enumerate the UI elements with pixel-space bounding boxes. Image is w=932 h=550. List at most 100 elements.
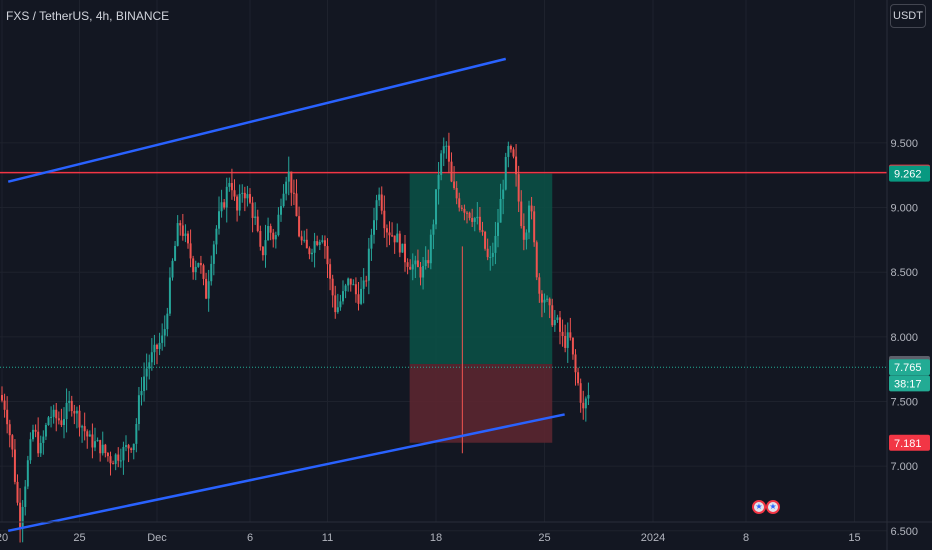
candle [564, 336, 567, 348]
candle [546, 298, 549, 300]
candle [406, 262, 409, 267]
candle [19, 502, 22, 528]
candle [466, 212, 468, 214]
y-tick-label: 6.500 [890, 526, 918, 538]
candle [176, 223, 179, 246]
candle [468, 212, 471, 218]
candle [233, 190, 236, 197]
candle [259, 231, 262, 247]
candle [94, 441, 96, 448]
candle [26, 460, 29, 487]
candle [220, 202, 223, 212]
candle [109, 456, 112, 464]
candle [453, 181, 456, 189]
candle [194, 266, 197, 273]
price-tag-label: 7.765 [894, 362, 922, 374]
candle [571, 337, 574, 355]
candle [533, 211, 536, 243]
candle [460, 207, 463, 209]
candle [81, 426, 84, 428]
stop-loss-zone[interactable] [409, 364, 553, 443]
currency-button[interactable]: USDT [890, 4, 926, 28]
candle [311, 252, 313, 255]
candle [378, 194, 381, 201]
candle [158, 342, 161, 349]
candle [132, 443, 135, 450]
candle [455, 188, 458, 199]
candle [478, 216, 481, 231]
candle [422, 266, 425, 278]
candle [106, 453, 109, 457]
candle [39, 442, 42, 454]
us-flag-event-icon[interactable]: ★ [766, 500, 780, 514]
candle [282, 193, 285, 207]
candle [99, 440, 102, 454]
candle [125, 445, 127, 447]
candle [504, 156, 507, 190]
candle [385, 228, 388, 233]
candle [264, 240, 267, 256]
candle [122, 446, 125, 461]
candle [145, 368, 148, 377]
candle [68, 400, 71, 403]
y-tick-label: 7.500 [890, 397, 918, 409]
candle [272, 232, 275, 240]
price-tag-label: 9.262 [894, 169, 922, 181]
candle [148, 362, 151, 369]
candle [78, 410, 81, 428]
y-tick-label: 8.500 [890, 267, 918, 279]
candle [153, 344, 156, 353]
candle [187, 233, 189, 244]
candle [261, 246, 264, 256]
candle [63, 419, 65, 425]
candle [429, 234, 432, 264]
candle [404, 243, 406, 263]
candle [373, 220, 375, 235]
candle [104, 444, 107, 454]
x-tick-label: 25 [538, 532, 550, 544]
candle [587, 394, 590, 399]
candle [579, 383, 582, 403]
candle [184, 233, 187, 236]
candle [243, 192, 246, 199]
profit-zone[interactable] [409, 173, 553, 365]
candle [277, 214, 280, 236]
candle [334, 295, 337, 313]
candle [218, 211, 220, 229]
candle [556, 317, 559, 321]
price-tag-label: 38:17 [894, 378, 922, 390]
candle [414, 260, 417, 265]
channel-lower-line[interactable] [7, 413, 565, 533]
candle [489, 256, 492, 258]
candle [11, 435, 14, 450]
x-tick-label: Dec [147, 532, 167, 544]
candle [212, 244, 215, 264]
candle [91, 434, 94, 448]
symbol-title: FXS / TetherUS, 4h, BINANCE [6, 9, 170, 23]
candle [130, 448, 133, 450]
candle [143, 376, 146, 392]
candle [21, 506, 24, 528]
candle [437, 174, 440, 190]
candle [197, 262, 200, 267]
candle [484, 231, 487, 249]
x-tick-label: 2024 [641, 532, 665, 544]
candle [574, 354, 577, 373]
candle [450, 161, 453, 182]
candle [321, 240, 324, 242]
channel-upper-line[interactable] [7, 57, 507, 183]
candle [254, 216, 257, 218]
candle [476, 216, 479, 219]
candle [305, 239, 308, 249]
candle [435, 189, 437, 225]
candle [8, 424, 11, 436]
candle [137, 395, 140, 424]
us-flag-event-icon[interactable]: ★ [752, 500, 766, 514]
candle [150, 352, 153, 363]
candle [354, 284, 357, 295]
candle [55, 409, 58, 419]
candle [499, 198, 502, 223]
candle [502, 189, 505, 199]
candle [432, 224, 435, 235]
